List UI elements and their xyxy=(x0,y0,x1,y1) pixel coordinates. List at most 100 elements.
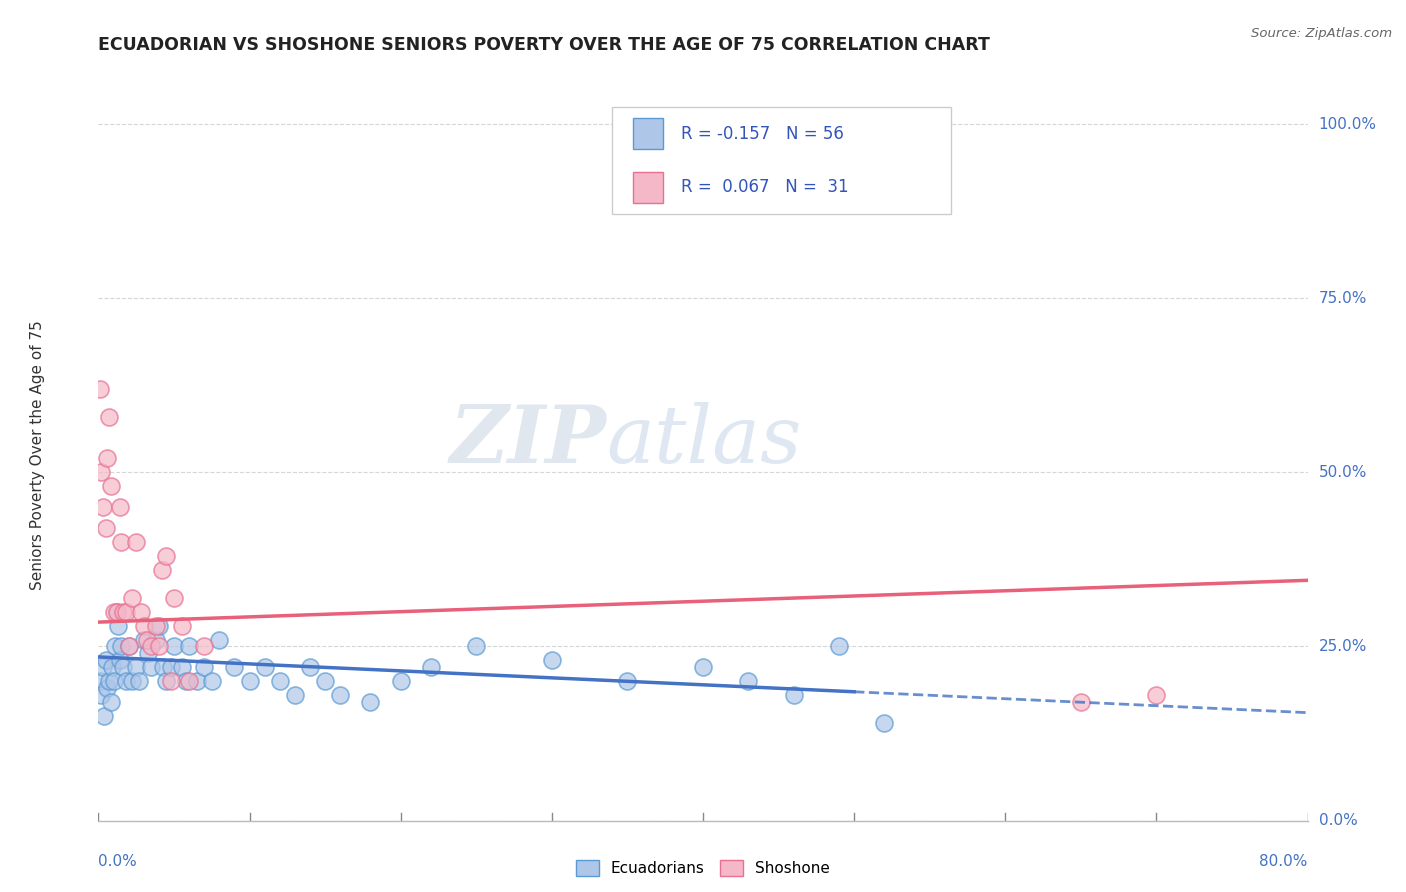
Point xyxy=(118,640,141,654)
Point xyxy=(163,640,186,654)
Text: R =  0.067   N =  31: R = 0.067 N = 31 xyxy=(682,178,849,196)
Text: ECUADORIAN VS SHOSHONE SENIORS POVERTY OVER THE AGE OF 75 CORRELATION CHART: ECUADORIAN VS SHOSHONE SENIORS POVERTY O… xyxy=(98,36,990,54)
FancyBboxPatch shape xyxy=(612,108,950,213)
Point xyxy=(90,688,112,702)
Point xyxy=(145,632,167,647)
Text: 50.0%: 50.0% xyxy=(1319,465,1367,480)
Point xyxy=(148,640,170,654)
Point xyxy=(170,660,193,674)
Point xyxy=(89,674,111,689)
Text: Seniors Poverty Over the Age of 75: Seniors Poverty Over the Age of 75 xyxy=(31,320,45,590)
Point xyxy=(148,618,170,632)
Point xyxy=(1144,688,1167,702)
Point xyxy=(105,605,128,619)
Point xyxy=(128,674,150,689)
Point xyxy=(125,535,148,549)
Point xyxy=(98,674,121,689)
Point xyxy=(145,618,167,632)
Point xyxy=(98,409,121,424)
Point xyxy=(465,640,488,654)
Point xyxy=(111,605,134,619)
Point xyxy=(737,674,759,689)
Point xyxy=(177,640,201,654)
Point xyxy=(329,688,352,702)
Text: ZIP: ZIP xyxy=(450,401,606,479)
Point xyxy=(360,695,382,709)
Point xyxy=(201,674,224,689)
Point xyxy=(155,549,177,563)
Point xyxy=(90,466,112,480)
Point xyxy=(299,660,322,674)
Point xyxy=(1070,695,1092,709)
Point xyxy=(105,605,128,619)
Point xyxy=(114,674,136,689)
Point xyxy=(253,660,276,674)
Point xyxy=(873,716,896,731)
Legend: Ecuadorians, Shoshone: Ecuadorians, Shoshone xyxy=(569,855,837,882)
Point xyxy=(94,653,117,667)
Point xyxy=(141,660,163,674)
Point xyxy=(103,674,125,689)
Point xyxy=(150,563,173,577)
Point xyxy=(828,640,851,654)
Point xyxy=(114,605,136,619)
Text: 75.0%: 75.0% xyxy=(1319,291,1367,306)
Point xyxy=(121,591,143,605)
Point xyxy=(782,688,804,702)
Point xyxy=(121,674,143,689)
Point xyxy=(692,660,714,674)
Text: Source: ZipAtlas.com: Source: ZipAtlas.com xyxy=(1251,27,1392,40)
Point xyxy=(101,660,124,674)
Text: atlas: atlas xyxy=(606,401,801,479)
Point xyxy=(170,618,193,632)
Point xyxy=(177,674,201,689)
Point xyxy=(208,632,231,647)
Point xyxy=(125,660,148,674)
Text: 0.0%: 0.0% xyxy=(1319,814,1357,828)
Point xyxy=(96,681,118,696)
Point xyxy=(100,695,122,709)
Point xyxy=(89,382,111,396)
Point xyxy=(193,640,215,654)
Point xyxy=(284,688,307,702)
FancyBboxPatch shape xyxy=(633,172,664,202)
Point xyxy=(111,660,134,674)
Text: 0.0%: 0.0% xyxy=(98,854,138,869)
Point xyxy=(93,709,115,723)
Point xyxy=(104,640,127,654)
Point xyxy=(103,605,125,619)
Point xyxy=(132,618,155,632)
Point xyxy=(269,674,291,689)
Point xyxy=(136,647,159,661)
Point xyxy=(118,640,141,654)
Text: 100.0%: 100.0% xyxy=(1319,117,1376,131)
Point xyxy=(224,660,246,674)
Point xyxy=(160,674,183,689)
Point xyxy=(96,451,118,466)
Point xyxy=(141,640,163,654)
Text: R = -0.157   N = 56: R = -0.157 N = 56 xyxy=(682,125,844,143)
Point xyxy=(110,640,132,654)
Point xyxy=(132,632,155,647)
Point xyxy=(389,674,412,689)
Point xyxy=(91,500,114,515)
Point xyxy=(419,660,441,674)
Point xyxy=(129,605,152,619)
Point xyxy=(110,535,132,549)
Text: 80.0%: 80.0% xyxy=(1260,854,1308,869)
Point xyxy=(616,674,638,689)
Point xyxy=(100,479,122,493)
Point xyxy=(193,660,215,674)
Point xyxy=(186,674,208,689)
Point xyxy=(174,674,197,689)
Point xyxy=(152,660,174,674)
Point xyxy=(94,521,117,535)
Point xyxy=(107,618,129,632)
Point xyxy=(135,632,157,647)
Point xyxy=(91,660,114,674)
Point xyxy=(314,674,336,689)
Point xyxy=(540,653,562,667)
Point xyxy=(239,674,262,689)
Point xyxy=(163,591,186,605)
Text: 25.0%: 25.0% xyxy=(1319,639,1367,654)
